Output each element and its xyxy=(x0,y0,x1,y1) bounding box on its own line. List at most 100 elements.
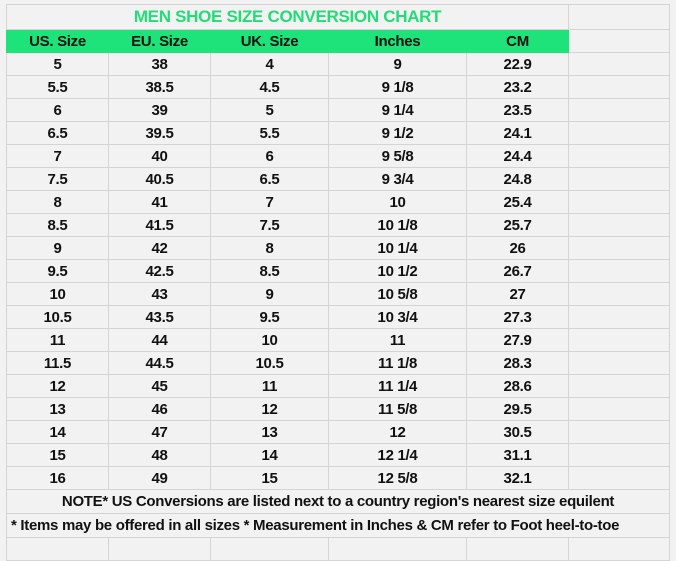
empty-cell[interactable] xyxy=(568,351,671,375)
table-cell[interactable]: 7 xyxy=(210,190,329,214)
table-cell[interactable]: 44.5 xyxy=(108,351,211,375)
empty-cell[interactable] xyxy=(108,537,211,561)
table-cell[interactable]: 11 xyxy=(6,328,109,352)
table-cell[interactable]: 41 xyxy=(108,190,211,214)
empty-cell[interactable] xyxy=(568,537,671,561)
table-cell[interactable]: 10.5 xyxy=(210,351,329,375)
table-cell[interactable]: 6 xyxy=(6,98,109,122)
table-cell[interactable]: 8 xyxy=(6,190,109,214)
table-cell[interactable]: 15 xyxy=(6,443,109,467)
table-cell[interactable]: 9 xyxy=(6,236,109,260)
empty-cell[interactable] xyxy=(568,374,671,398)
empty-cell[interactable] xyxy=(568,259,671,283)
table-cell[interactable]: 41.5 xyxy=(108,213,211,237)
empty-cell[interactable] xyxy=(6,537,109,561)
empty-cell[interactable] xyxy=(568,121,671,145)
empty-cell[interactable] xyxy=(568,52,671,76)
table-cell[interactable]: 48 xyxy=(108,443,211,467)
table-cell[interactable]: 5.5 xyxy=(210,121,329,145)
table-cell[interactable]: 11 5/8 xyxy=(328,397,467,421)
table-cell[interactable]: 10 5/8 xyxy=(328,282,467,306)
table-cell[interactable]: 9.5 xyxy=(210,305,329,329)
chart-title[interactable]: MEN SHOE SIZE CONVERSION CHART xyxy=(5,4,570,30)
table-cell[interactable]: 26 xyxy=(465,236,570,260)
table-cell[interactable]: 5 xyxy=(6,52,109,76)
table-cell[interactable]: 10 3/4 xyxy=(328,305,467,329)
table-cell[interactable]: 46 xyxy=(108,397,211,421)
table-cell[interactable]: 7.5 xyxy=(210,213,329,237)
table-cell[interactable]: 10 1/4 xyxy=(328,236,467,260)
table-cell[interactable]: 13 xyxy=(6,397,109,421)
table-cell[interactable]: 32.1 xyxy=(465,466,570,490)
table-cell[interactable]: 9 1/8 xyxy=(328,75,467,99)
table-cell[interactable]: 27 xyxy=(465,282,570,306)
table-cell[interactable]: 49 xyxy=(108,466,211,490)
table-cell[interactable]: 27.9 xyxy=(465,328,570,352)
empty-cell[interactable] xyxy=(568,443,671,467)
table-cell[interactable]: 5 xyxy=(210,98,329,122)
table-cell[interactable]: 23.2 xyxy=(465,75,570,99)
table-cell[interactable]: 15 xyxy=(210,466,329,490)
table-cell[interactable]: 24.8 xyxy=(465,167,570,191)
note-cell[interactable]: * Items may be offered in all sizes * Me… xyxy=(5,513,671,538)
empty-cell[interactable] xyxy=(568,213,671,237)
table-cell[interactable]: 4.5 xyxy=(210,75,329,99)
table-cell[interactable]: 24.4 xyxy=(465,144,570,168)
table-cell[interactable]: 38 xyxy=(108,52,211,76)
table-cell[interactable]: 14 xyxy=(210,443,329,467)
empty-cell[interactable] xyxy=(568,466,671,490)
empty-cell[interactable] xyxy=(568,420,671,444)
table-cell[interactable]: 10 1/8 xyxy=(328,213,467,237)
table-cell[interactable]: 12 xyxy=(6,374,109,398)
table-cell[interactable]: 25.7 xyxy=(465,213,570,237)
column-header[interactable]: CM xyxy=(465,29,570,53)
table-cell[interactable]: 16 xyxy=(6,466,109,490)
empty-cell[interactable] xyxy=(568,167,671,191)
table-cell[interactable]: 31.1 xyxy=(465,443,570,467)
table-cell[interactable]: 24.1 xyxy=(465,121,570,145)
table-cell[interactable]: 42.5 xyxy=(108,259,211,283)
table-cell[interactable]: 10.5 xyxy=(6,305,109,329)
table-cell[interactable]: 10 xyxy=(328,190,467,214)
table-cell[interactable]: 39 xyxy=(108,98,211,122)
table-cell[interactable]: 6 xyxy=(210,144,329,168)
table-cell[interactable]: 44 xyxy=(108,328,211,352)
table-cell[interactable]: 6.5 xyxy=(210,167,329,191)
table-cell[interactable]: 39.5 xyxy=(108,121,211,145)
table-cell[interactable]: 7.5 xyxy=(6,167,109,191)
table-cell[interactable]: 45 xyxy=(108,374,211,398)
table-cell[interactable]: 29.5 xyxy=(465,397,570,421)
table-cell[interactable]: 47 xyxy=(108,420,211,444)
table-cell[interactable]: 10 xyxy=(6,282,109,306)
table-cell[interactable]: 10 xyxy=(210,328,329,352)
empty-cell[interactable] xyxy=(568,75,671,99)
table-cell[interactable]: 40.5 xyxy=(108,167,211,191)
column-header[interactable]: Inches xyxy=(328,29,467,53)
table-cell[interactable]: 12 5/8 xyxy=(328,466,467,490)
table-cell[interactable]: 5.5 xyxy=(6,75,109,99)
table-cell[interactable]: 4 xyxy=(210,52,329,76)
empty-cell[interactable] xyxy=(465,537,570,561)
column-header[interactable]: EU. Size xyxy=(108,29,211,53)
table-cell[interactable]: 27.3 xyxy=(465,305,570,329)
table-cell[interactable]: 11 1/8 xyxy=(328,351,467,375)
empty-cell[interactable] xyxy=(568,29,671,53)
table-cell[interactable]: 28.3 xyxy=(465,351,570,375)
table-cell[interactable]: 12 xyxy=(328,420,467,444)
table-cell[interactable]: 12 xyxy=(210,397,329,421)
table-cell[interactable]: 11 xyxy=(328,328,467,352)
table-cell[interactable]: 10 1/2 xyxy=(328,259,467,283)
table-cell[interactable]: 43.5 xyxy=(108,305,211,329)
empty-cell[interactable] xyxy=(568,305,671,329)
table-cell[interactable]: 9 3/4 xyxy=(328,167,467,191)
table-cell[interactable]: 43 xyxy=(108,282,211,306)
empty-cell[interactable] xyxy=(210,537,329,561)
empty-cell[interactable] xyxy=(568,236,671,260)
table-cell[interactable]: 11 1/4 xyxy=(328,374,467,398)
empty-cell[interactable] xyxy=(328,537,467,561)
table-cell[interactable]: 9 5/8 xyxy=(328,144,467,168)
table-cell[interactable]: 9 xyxy=(210,282,329,306)
table-cell[interactable]: 6.5 xyxy=(6,121,109,145)
table-cell[interactable]: 40 xyxy=(108,144,211,168)
table-cell[interactable]: 38.5 xyxy=(108,75,211,99)
